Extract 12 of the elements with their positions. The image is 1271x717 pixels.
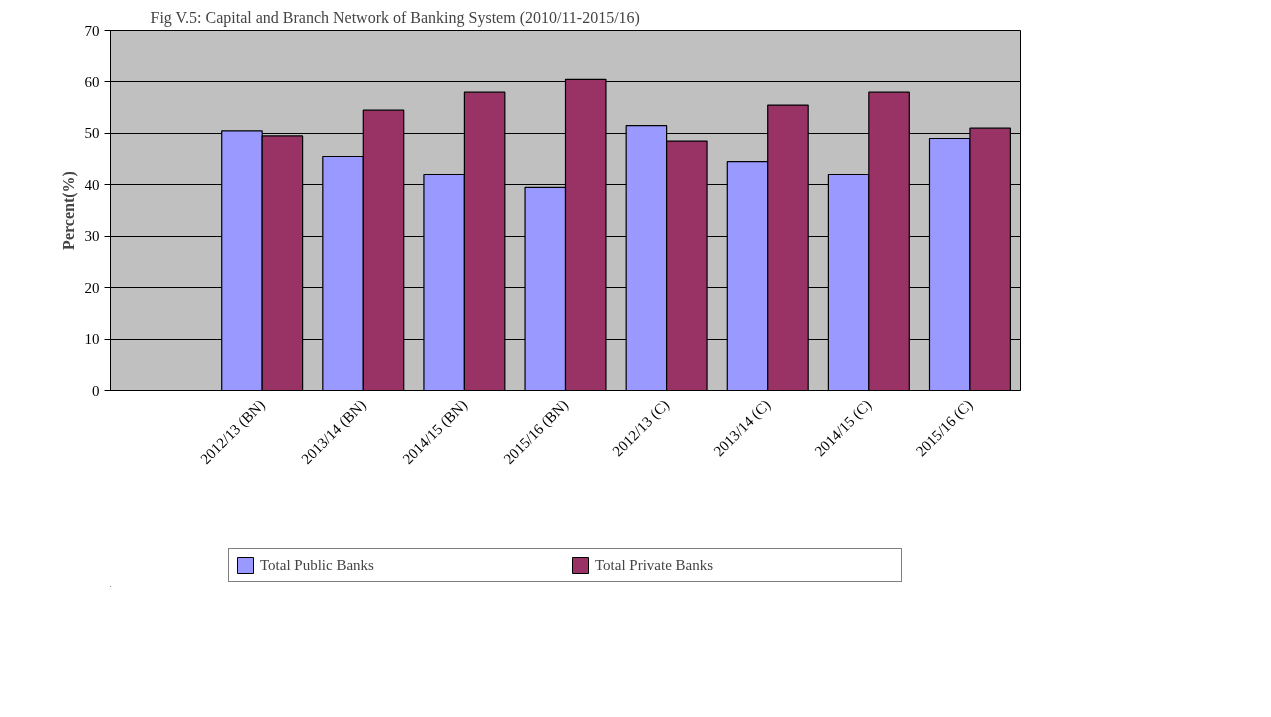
- y-tick-label: 20: [84, 279, 100, 296]
- y-tick-label: 50: [84, 125, 100, 142]
- y-tick-label: 70: [84, 22, 100, 39]
- y-tick-label: 60: [84, 73, 100, 90]
- y-tick-label: 40: [84, 176, 100, 193]
- legend-label: Total Public Banks: [260, 556, 375, 574]
- legend-label: Total Private Banks: [595, 556, 715, 574]
- y-tick-label: 0: [92, 382, 100, 399]
- y-tick-label: 10: [84, 331, 100, 348]
- y-tick-label: 30: [84, 228, 100, 245]
- chart-title: Fig V.5: Capital and Branch Network of Banking System (2010/11-2015/16): [150, 8, 640, 27]
- y-axis-title: Percent(%): [59, 171, 78, 250]
